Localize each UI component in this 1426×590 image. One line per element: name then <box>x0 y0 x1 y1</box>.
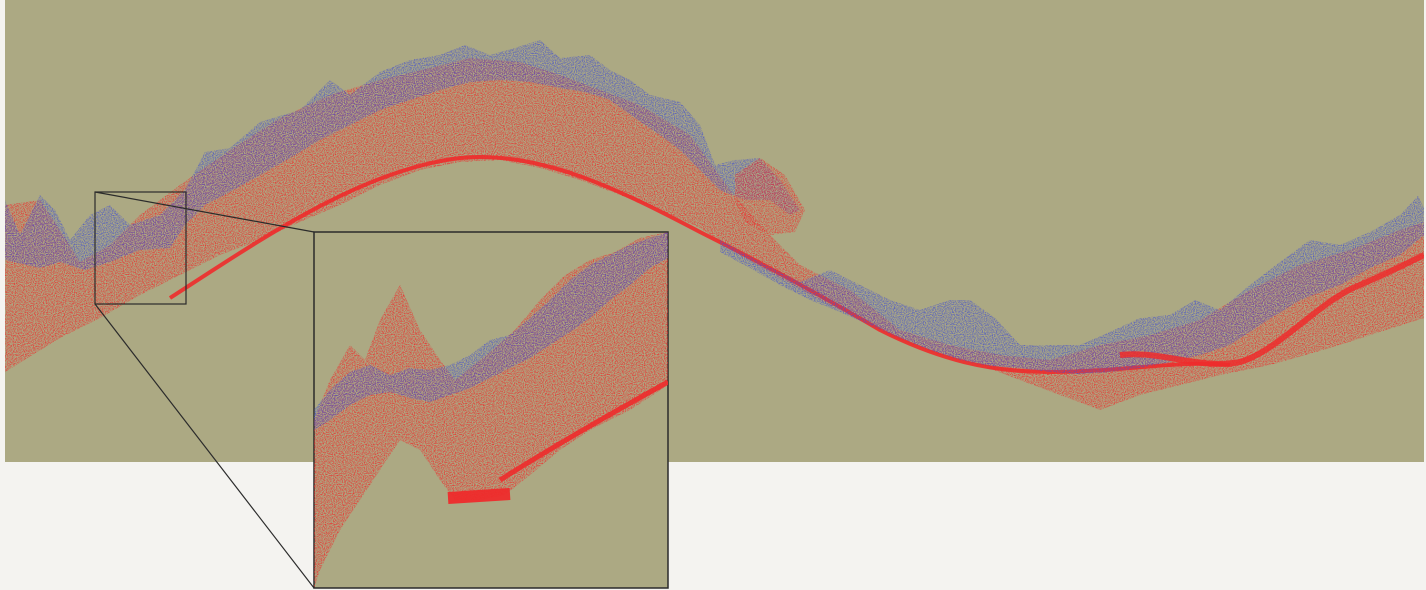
inset-red-diagonal <box>498 379 668 483</box>
red-right-streak <box>1119 252 1424 367</box>
zoom-source-box <box>94 191 187 305</box>
connector-line-top <box>94 191 315 233</box>
blue-right-band <box>720 196 1424 374</box>
inset-blue-layer <box>314 232 668 430</box>
red-lower-layer <box>5 58 1424 410</box>
connector-line-bottom <box>94 303 315 589</box>
inset-red-streak <box>447 488 511 504</box>
floating-fragment <box>735 158 805 235</box>
blue-upper-layer <box>5 40 800 270</box>
